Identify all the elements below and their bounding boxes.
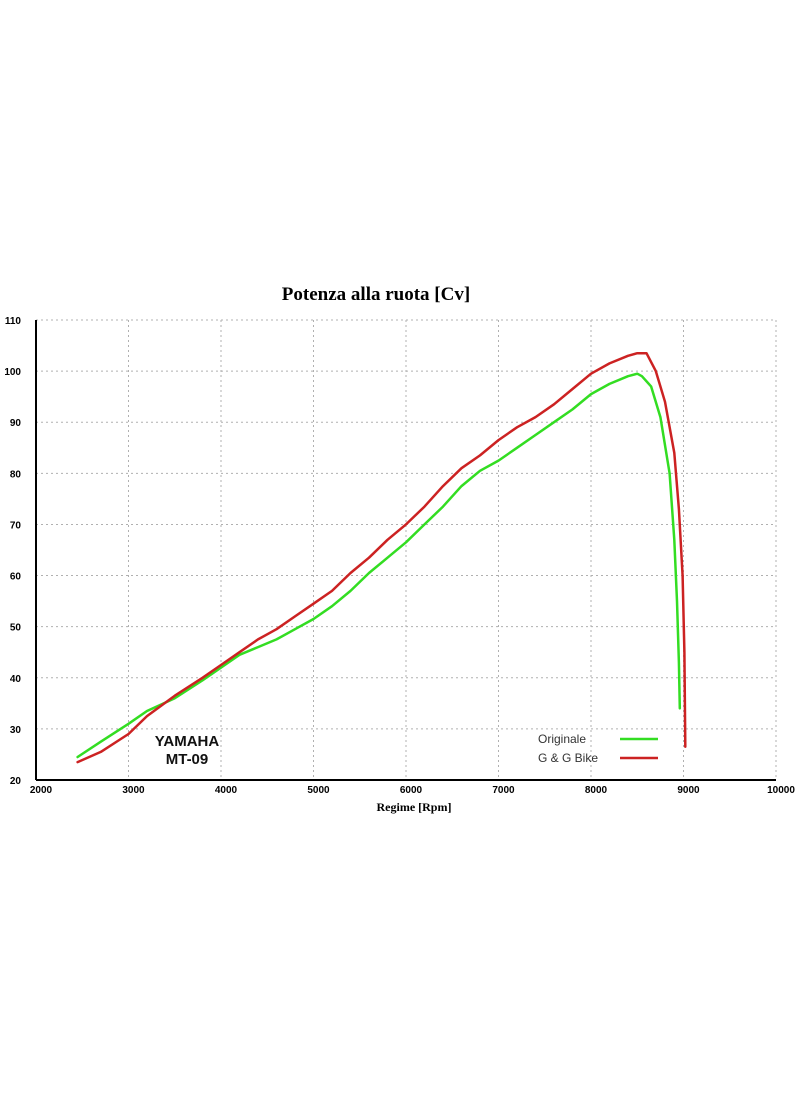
legend: Originale G & G Bike <box>538 732 658 765</box>
x-tick-label: 6000 <box>400 785 423 796</box>
y-tick-label: 40 <box>10 674 22 685</box>
y-tick-label: 60 <box>10 572 22 583</box>
y-tick-label: 20 <box>10 776 22 787</box>
x-tick-label: 8000 <box>585 785 608 796</box>
series-lines <box>76 351 687 764</box>
y-tick-label: 70 <box>10 520 22 531</box>
x-tick-label: 7000 <box>492 785 515 796</box>
x-tick-label: 2000 <box>30 785 53 796</box>
y-tick-label: 110 <box>5 316 22 327</box>
grid <box>36 319 777 780</box>
x-axis-label: Regime [Rpm] <box>377 800 452 814</box>
series-line-originale <box>76 372 682 759</box>
y-tick-label: 50 <box>10 623 22 634</box>
series-line-gg-bike <box>76 351 687 764</box>
axes <box>35 320 776 781</box>
x-tick-label: 9000 <box>677 785 700 796</box>
legend-label-gg-bike: G & G Bike <box>538 751 598 765</box>
model-brand-label: YAMAHA <box>155 733 220 750</box>
chart-title: Potenza alla ruota [Cv] <box>282 284 470 305</box>
tick-labels: 2000 3000 4000 5000 6000 7000 8000 9000 10000 20 3… <box>4 316 795 796</box>
y-tick-label: 80 <box>10 469 22 480</box>
y-tick-label: 30 <box>10 725 22 736</box>
x-tick-label: 5000 <box>307 785 330 796</box>
model-name-label: MT-09 <box>166 751 209 768</box>
x-tick-label: 3000 <box>122 785 145 796</box>
y-tick-label: 90 <box>10 418 22 429</box>
y-tick-label: 100 <box>4 367 21 378</box>
x-tick-label: 4000 <box>215 785 238 796</box>
legend-label-originale: Originale <box>538 732 586 746</box>
x-tick-label: 10000 <box>767 785 795 796</box>
